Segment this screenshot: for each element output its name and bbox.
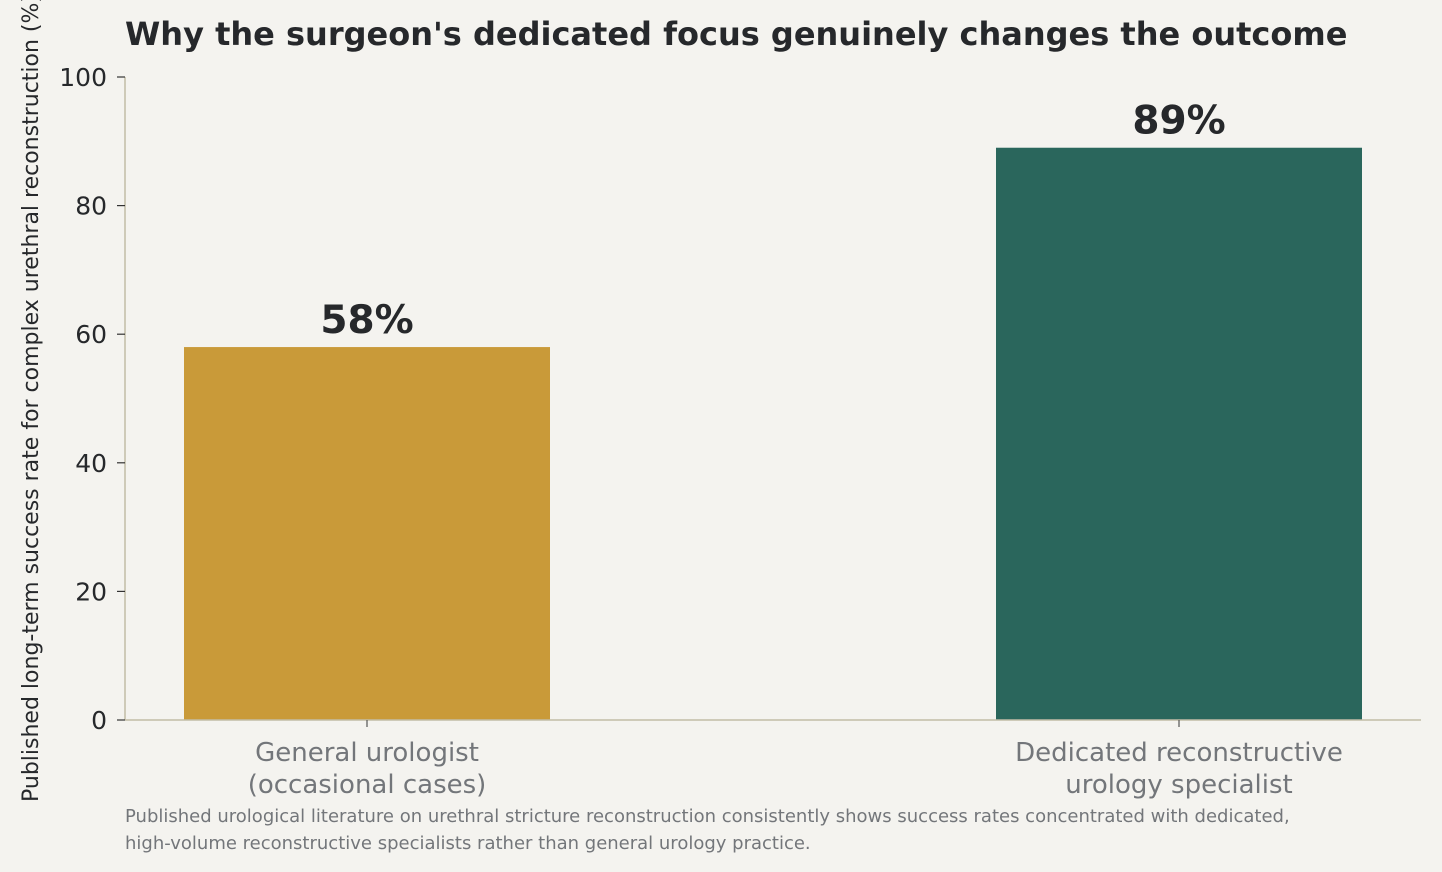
bar bbox=[996, 147, 1362, 721]
bars-group: 58% 89% bbox=[184, 99, 1362, 721]
x-tick-label: (occasional cases) bbox=[248, 770, 487, 800]
x-tick-label: urology specialist bbox=[1065, 770, 1292, 800]
x-axis: General urologist(occasional cases) Dedic… bbox=[125, 719, 1421, 800]
bar bbox=[184, 347, 550, 720]
x-tick-label: Dedicated reconstructive bbox=[1015, 738, 1343, 768]
footnote: Published urological literature on ureth… bbox=[125, 806, 1290, 854]
data-label: 89% bbox=[1132, 99, 1225, 144]
y-tick-label: 40 bbox=[75, 449, 107, 478]
x-tick-label: General urologist bbox=[255, 738, 479, 768]
y-tick-label: 20 bbox=[75, 577, 107, 606]
footnote-line-1: Published urological literature on ureth… bbox=[125, 806, 1290, 827]
y-axis-label: Published long-term success rate for com… bbox=[19, 0, 44, 802]
chart-title: Why the surgeon's dedicated focus genuin… bbox=[125, 15, 1347, 53]
y-tick-label: 60 bbox=[75, 320, 107, 349]
y-axis: 0 20 40 60 80 100 bbox=[59, 63, 126, 735]
y-tick-label: 0 bbox=[91, 706, 107, 735]
data-label: 58% bbox=[320, 298, 413, 343]
y-tick-label: 100 bbox=[59, 63, 107, 92]
footnote-line-2: high-volume reconstructive specialists r… bbox=[125, 833, 811, 854]
y-tick-label: 80 bbox=[75, 192, 107, 221]
